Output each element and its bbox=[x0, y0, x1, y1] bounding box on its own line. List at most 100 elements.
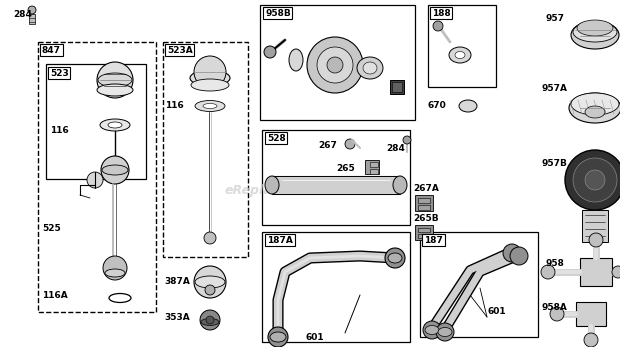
Ellipse shape bbox=[425, 325, 439, 335]
Circle shape bbox=[385, 248, 405, 268]
Circle shape bbox=[584, 333, 598, 347]
Bar bbox=[418, 228, 430, 232]
Text: 601: 601 bbox=[487, 307, 506, 316]
Bar bbox=[29, 14, 35, 24]
Text: 187: 187 bbox=[424, 236, 443, 245]
Ellipse shape bbox=[571, 21, 619, 49]
Ellipse shape bbox=[195, 276, 225, 288]
Text: 957B: 957B bbox=[541, 159, 567, 168]
Ellipse shape bbox=[459, 100, 477, 112]
Ellipse shape bbox=[109, 294, 131, 303]
Ellipse shape bbox=[571, 93, 619, 115]
Bar bbox=[415, 225, 433, 240]
Bar bbox=[370, 169, 378, 174]
Bar bbox=[582, 210, 608, 242]
Circle shape bbox=[200, 310, 220, 330]
Bar bbox=[415, 195, 433, 211]
Ellipse shape bbox=[270, 332, 286, 342]
Ellipse shape bbox=[108, 122, 122, 128]
Ellipse shape bbox=[195, 101, 225, 111]
Bar bbox=[576, 302, 606, 326]
Bar bbox=[163, 42, 248, 257]
Circle shape bbox=[541, 265, 555, 279]
Ellipse shape bbox=[98, 73, 132, 87]
Text: 523: 523 bbox=[50, 68, 69, 77]
Ellipse shape bbox=[97, 84, 133, 96]
Bar bbox=[418, 205, 430, 210]
Text: 284: 284 bbox=[13, 9, 32, 18]
Text: 267A: 267A bbox=[413, 184, 439, 193]
Circle shape bbox=[503, 244, 521, 262]
Circle shape bbox=[101, 156, 129, 184]
Circle shape bbox=[436, 323, 454, 341]
Text: 958B: 958B bbox=[265, 8, 291, 17]
Bar bbox=[420, 232, 538, 337]
Text: 525: 525 bbox=[42, 223, 61, 232]
Bar bbox=[392, 82, 402, 92]
Text: 957A: 957A bbox=[541, 84, 567, 93]
Text: 387A: 387A bbox=[164, 278, 190, 287]
Text: 957: 957 bbox=[545, 14, 564, 23]
Text: 188: 188 bbox=[432, 8, 451, 17]
Bar bbox=[262, 232, 410, 342]
Ellipse shape bbox=[289, 49, 303, 71]
Bar bbox=[428, 5, 496, 87]
Text: 958A: 958A bbox=[541, 304, 567, 313]
Circle shape bbox=[268, 327, 288, 347]
Ellipse shape bbox=[388, 253, 402, 263]
Ellipse shape bbox=[569, 93, 620, 123]
Circle shape bbox=[264, 46, 276, 58]
Text: 353A: 353A bbox=[164, 313, 190, 322]
Circle shape bbox=[28, 6, 36, 14]
Ellipse shape bbox=[100, 119, 130, 131]
Bar bbox=[38, 42, 156, 312]
Ellipse shape bbox=[573, 22, 617, 42]
Circle shape bbox=[307, 37, 363, 93]
Text: 116A: 116A bbox=[42, 290, 68, 299]
Text: 116: 116 bbox=[165, 101, 184, 110]
Circle shape bbox=[433, 21, 443, 31]
Text: 958: 958 bbox=[545, 259, 564, 268]
Ellipse shape bbox=[308, 52, 316, 68]
Text: 267: 267 bbox=[318, 141, 337, 150]
Circle shape bbox=[345, 139, 355, 149]
Ellipse shape bbox=[577, 20, 613, 36]
Bar bbox=[418, 234, 430, 238]
Circle shape bbox=[205, 285, 215, 295]
Circle shape bbox=[317, 47, 353, 83]
Circle shape bbox=[194, 266, 226, 298]
Circle shape bbox=[327, 57, 343, 73]
Circle shape bbox=[206, 316, 214, 324]
Ellipse shape bbox=[201, 319, 219, 325]
Ellipse shape bbox=[585, 106, 605, 118]
Text: 670: 670 bbox=[428, 101, 447, 110]
Circle shape bbox=[423, 321, 441, 339]
Circle shape bbox=[87, 172, 103, 188]
Circle shape bbox=[97, 62, 133, 98]
Bar bbox=[260, 5, 415, 120]
Ellipse shape bbox=[203, 103, 217, 109]
Ellipse shape bbox=[357, 57, 383, 79]
Bar bbox=[370, 162, 378, 167]
Ellipse shape bbox=[105, 269, 125, 277]
Ellipse shape bbox=[455, 51, 465, 59]
Ellipse shape bbox=[190, 70, 230, 86]
Text: 847: 847 bbox=[42, 45, 61, 54]
Text: 528: 528 bbox=[267, 134, 286, 143]
Circle shape bbox=[585, 170, 605, 190]
Circle shape bbox=[403, 136, 411, 144]
Text: 284: 284 bbox=[386, 144, 405, 152]
Text: 265: 265 bbox=[336, 163, 355, 172]
Bar bbox=[46, 64, 146, 179]
Text: 601: 601 bbox=[305, 333, 324, 342]
Bar bbox=[365, 160, 379, 174]
Ellipse shape bbox=[265, 176, 279, 194]
Text: 116: 116 bbox=[50, 126, 69, 135]
Ellipse shape bbox=[310, 56, 314, 64]
Ellipse shape bbox=[449, 47, 471, 63]
Bar bbox=[580, 258, 612, 286]
Circle shape bbox=[103, 256, 127, 280]
Circle shape bbox=[565, 150, 620, 210]
Circle shape bbox=[589, 233, 603, 247]
Bar bbox=[262, 130, 410, 225]
